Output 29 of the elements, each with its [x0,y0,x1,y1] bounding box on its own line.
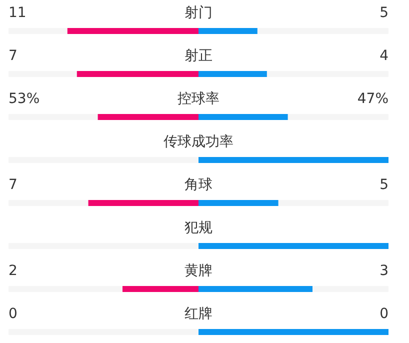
y-tick-label: 红牌 [184,306,212,322]
y-tick-label: 黄牌 [184,263,212,279]
bar [198,28,258,34]
bar [198,114,288,120]
annotation: 3 [380,263,388,279]
text: 2 [8,263,18,279]
y-tick-label: 控球率 [178,91,220,107]
annotation: 5 [380,177,388,193]
y-tick-label: 角球 [184,177,212,193]
annotation: 5 [380,5,388,21]
annotation: 0 [380,306,388,322]
annotation: 47% [357,91,388,107]
y-tick-label: 传球成功率 [164,134,234,150]
bar [198,71,267,77]
text: 0 [8,306,18,322]
y-tick-label: 犯规 [184,220,212,236]
bar [122,286,198,292]
bar [198,200,278,206]
text: 7 [8,177,18,193]
bar [98,114,198,120]
text: 53% [8,91,40,107]
y-tick-label: 射门 [184,5,212,21]
bar [198,286,312,292]
text: 7 [8,48,18,64]
text: 11 [8,5,26,21]
bar [76,71,198,77]
y-tick-label: 射正 [184,48,212,64]
bar [88,200,198,206]
annotation: 4 [380,48,389,64]
